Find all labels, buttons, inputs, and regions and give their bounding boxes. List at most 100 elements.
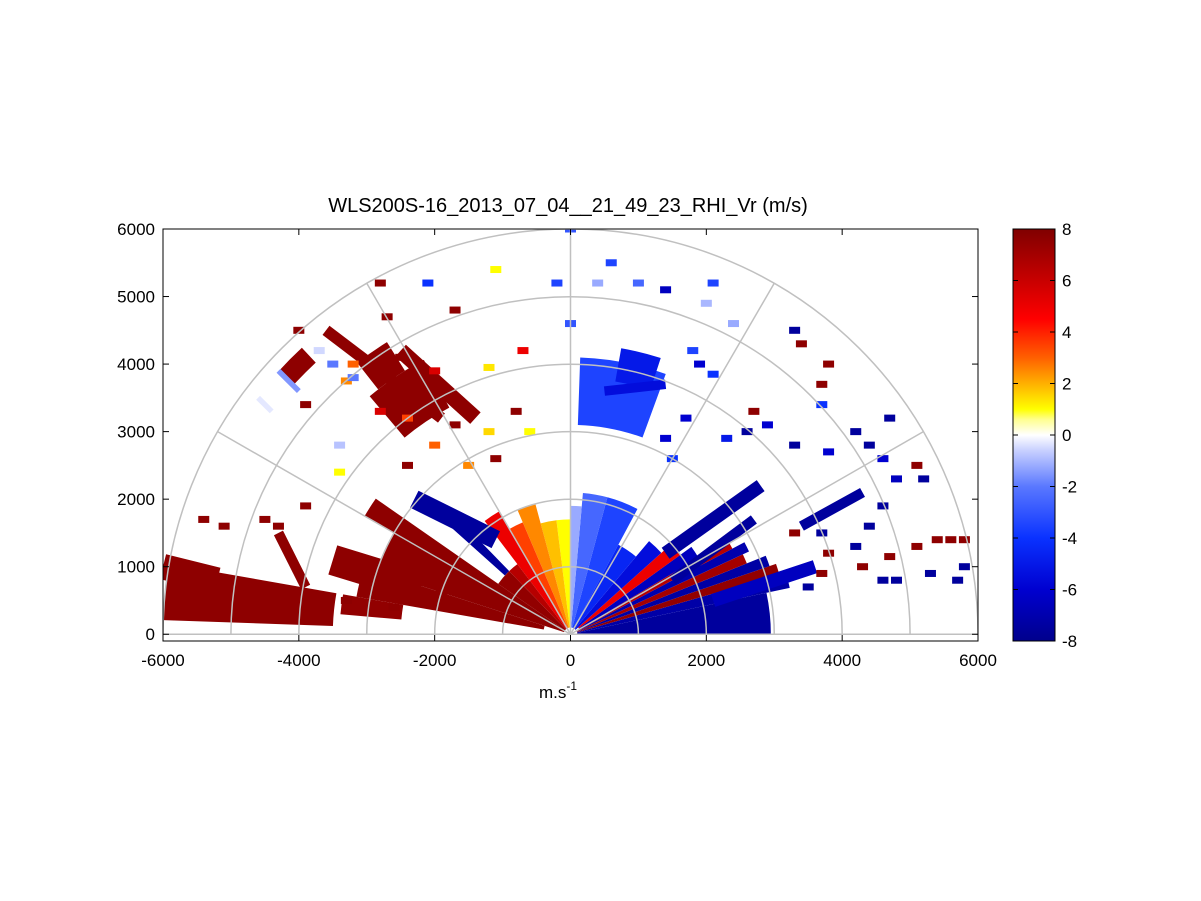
velocity-cell (877, 576, 889, 584)
velocity-cell (517, 347, 529, 355)
colorbar-gradient (1012, 228, 1056, 642)
velocity-sector (498, 571, 566, 631)
velocity-sector (509, 522, 568, 629)
velocity-streak (603, 379, 667, 396)
velocity-sector (484, 511, 568, 629)
velocity-cell (877, 455, 889, 463)
velocity-sector (572, 497, 638, 629)
velocity-cell (300, 401, 312, 409)
velocity-cell (293, 590, 305, 598)
velocity-sector (509, 564, 567, 630)
plot-area (163, 229, 978, 635)
velocity-cell (463, 461, 475, 469)
velocity-sector (540, 520, 570, 628)
velocity-cell (931, 536, 943, 544)
velocity-cell (761, 421, 773, 429)
colorbar-tick-label: 2 (1062, 375, 1071, 394)
velocity-cell (252, 583, 264, 591)
velocity-cell (660, 434, 672, 442)
x-tick-label: 6000 (959, 651, 997, 670)
velocity-cell (707, 279, 719, 287)
velocity-cell (381, 313, 393, 321)
velocity-cell (958, 563, 970, 571)
velocity-cell (728, 320, 739, 328)
x-axis-label-superscript: -1 (566, 679, 577, 693)
colorbar-tick-label: 6 (1062, 272, 1071, 291)
velocity-cell (388, 603, 400, 611)
velocity-cell (802, 583, 814, 591)
colorbar-tick-label: -4 (1062, 529, 1077, 548)
velocity-cell (259, 515, 271, 523)
velocity-cell (218, 522, 230, 530)
velocity-streak (710, 560, 818, 607)
chart-title: WLS200S-16_2013_07_04__21_49_23_RHI_Vr (… (328, 195, 808, 217)
velocity-cell (823, 360, 835, 368)
velocity-streak (256, 395, 274, 414)
colorbar-tick-label: -8 (1062, 632, 1077, 651)
velocity-cell (694, 360, 706, 368)
velocity-streak (410, 490, 501, 549)
velocity-cell (300, 502, 312, 510)
velocity-streak (216, 575, 287, 599)
velocity-cell (721, 434, 733, 442)
velocity-cell (592, 279, 604, 287)
velocity-cell (863, 441, 875, 449)
azimuth-spoke (570, 430, 924, 635)
velocity-streak (163, 554, 221, 593)
velocity-streak (328, 545, 426, 602)
velocity-cell (334, 468, 346, 476)
velocity-cell (327, 360, 339, 368)
velocity-cell (884, 553, 896, 561)
x-tick-label: -4000 (277, 651, 320, 670)
velocity-cell (816, 569, 828, 577)
velocity-sector (576, 563, 780, 633)
velocity-sector (615, 348, 661, 391)
colorbar-tick-label: 8 (1062, 220, 1071, 239)
azimuth-spoke (366, 282, 572, 635)
y-axis: 0 1000 2000 3000 4000 5000 6000 (117, 220, 978, 644)
velocity-cell (490, 266, 502, 274)
velocity-cell (816, 380, 828, 388)
y-tick-label: 3000 (117, 423, 155, 442)
x-tick-label: 4000 (823, 651, 861, 670)
velocity-cell (789, 529, 801, 537)
velocity-cell (402, 461, 413, 469)
x-tick-label: 0 (566, 651, 575, 670)
x-tick-label: -6000 (141, 651, 184, 670)
colorbar-tick-label: 0 (1062, 426, 1071, 445)
velocity-cell (483, 363, 495, 371)
velocity-cell (632, 279, 644, 287)
velocity-cell (789, 441, 801, 449)
velocity-cell (429, 367, 441, 375)
velocity-cell (313, 347, 325, 355)
velocity-cell (429, 441, 441, 449)
velocity-cell (483, 428, 495, 436)
colorbar: 8 6 4 2 0 -2 -4 -6 -8 (1012, 220, 1077, 651)
velocity-cell (422, 279, 434, 287)
velocity-streak (273, 530, 311, 590)
velocity-cell (924, 569, 936, 577)
velocity-cell (429, 407, 441, 415)
y-tick-label: 1000 (117, 558, 155, 577)
velocity-cell (707, 370, 719, 378)
x-tick-label: 2000 (687, 651, 725, 670)
velocity-cell (748, 407, 760, 415)
velocity-cell (272, 522, 284, 530)
velocity-streak (661, 480, 765, 559)
velocity-cell (605, 259, 617, 267)
velocity-cell (347, 374, 359, 382)
velocity-streak (669, 515, 757, 585)
x-tick-label: -2000 (413, 651, 456, 670)
velocity-cell (795, 340, 807, 348)
y-tick-label: 0 (146, 625, 155, 644)
velocity-cell (789, 326, 801, 334)
y-tick-label: 6000 (117, 220, 155, 239)
velocity-sector (578, 543, 681, 629)
velocity-sector (573, 544, 636, 630)
y-tick-label: 2000 (117, 490, 155, 509)
velocity-streak (276, 368, 301, 394)
x-axis-label: m.s-1 (539, 679, 577, 702)
velocity-cell (918, 475, 930, 483)
velocity-cell (911, 542, 923, 550)
